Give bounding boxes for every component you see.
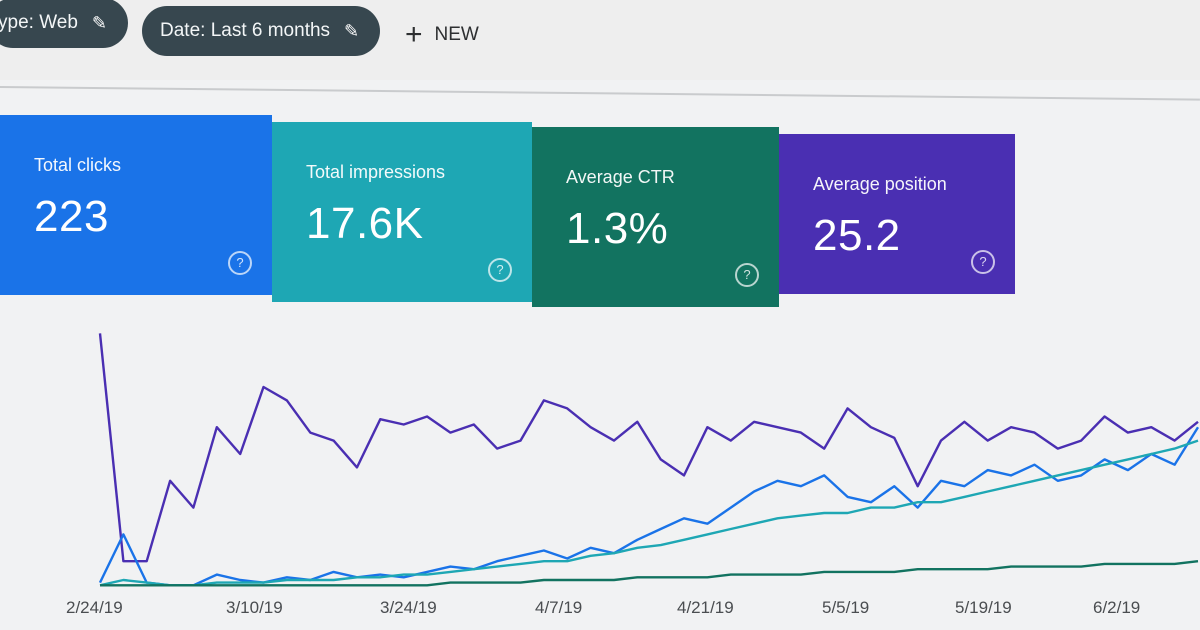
metric-label: Average CTR xyxy=(566,167,675,187)
x-tick-label: 2/24/19 xyxy=(66,598,123,617)
metric-value: 223 xyxy=(34,192,109,241)
plus-icon: + xyxy=(405,18,423,51)
metric-value: 17.6K xyxy=(306,199,424,248)
pencil-icon[interactable]: ✎ xyxy=(91,12,108,33)
chart-plot xyxy=(98,333,1200,587)
x-tick-label: 4/21/19 xyxy=(677,598,734,617)
metric-label: Average position xyxy=(813,174,947,194)
help-icon[interactable]: ? xyxy=(735,263,759,287)
performance-chart: 2/24/19 3/10/19 3/24/19 4/7/19 4/21/19 5… xyxy=(0,300,1200,630)
series-line-0 xyxy=(98,333,1199,563)
help-icon[interactable]: ? xyxy=(228,251,252,275)
help-icon[interactable]: ? xyxy=(971,250,995,274)
type-filter-label: ype: Web xyxy=(0,12,78,33)
new-filter-button[interactable]: + NEW xyxy=(405,20,479,50)
divider xyxy=(0,86,1200,101)
series-line-3 xyxy=(100,560,1199,587)
date-filter-label: Date: Last 6 months xyxy=(160,20,331,41)
metric-value: 25.2 xyxy=(813,211,901,260)
average-ctr-card[interactable]: Average CTR 1.3% ? xyxy=(532,127,779,307)
series-line-1 xyxy=(98,426,1200,587)
metric-value: 1.3% xyxy=(566,204,669,253)
x-tick-label: 3/24/19 xyxy=(380,598,437,617)
total-impressions-card[interactable]: Total impressions 17.6K ? xyxy=(272,122,532,302)
metric-label: Total clicks xyxy=(34,155,122,175)
type-filter-chip[interactable]: ype: Web ✎ xyxy=(0,0,128,48)
date-filter-chip[interactable]: Date: Last 6 months ✎ xyxy=(142,6,380,56)
x-tick-label: 4/7/19 xyxy=(535,598,583,617)
help-icon[interactable]: ? xyxy=(488,258,512,282)
x-tick-label: 6/2/19 xyxy=(1093,598,1141,617)
metric-cards: Total clicks 223 ? Total impressions 17.… xyxy=(0,112,1020,307)
pencil-icon[interactable]: ✎ xyxy=(344,20,360,41)
metric-label: Total impressions xyxy=(306,162,446,182)
x-tick-label: 5/19/19 xyxy=(955,598,1012,617)
average-position-card[interactable]: Average position 25.2 ? xyxy=(779,134,1015,294)
x-tick-label: 5/5/19 xyxy=(822,598,870,617)
series-line-2 xyxy=(99,439,1199,587)
total-clicks-card[interactable]: Total clicks 223 ? xyxy=(0,115,272,295)
x-tick-label: 3/10/19 xyxy=(226,598,283,617)
new-filter-label: NEW xyxy=(434,24,479,45)
